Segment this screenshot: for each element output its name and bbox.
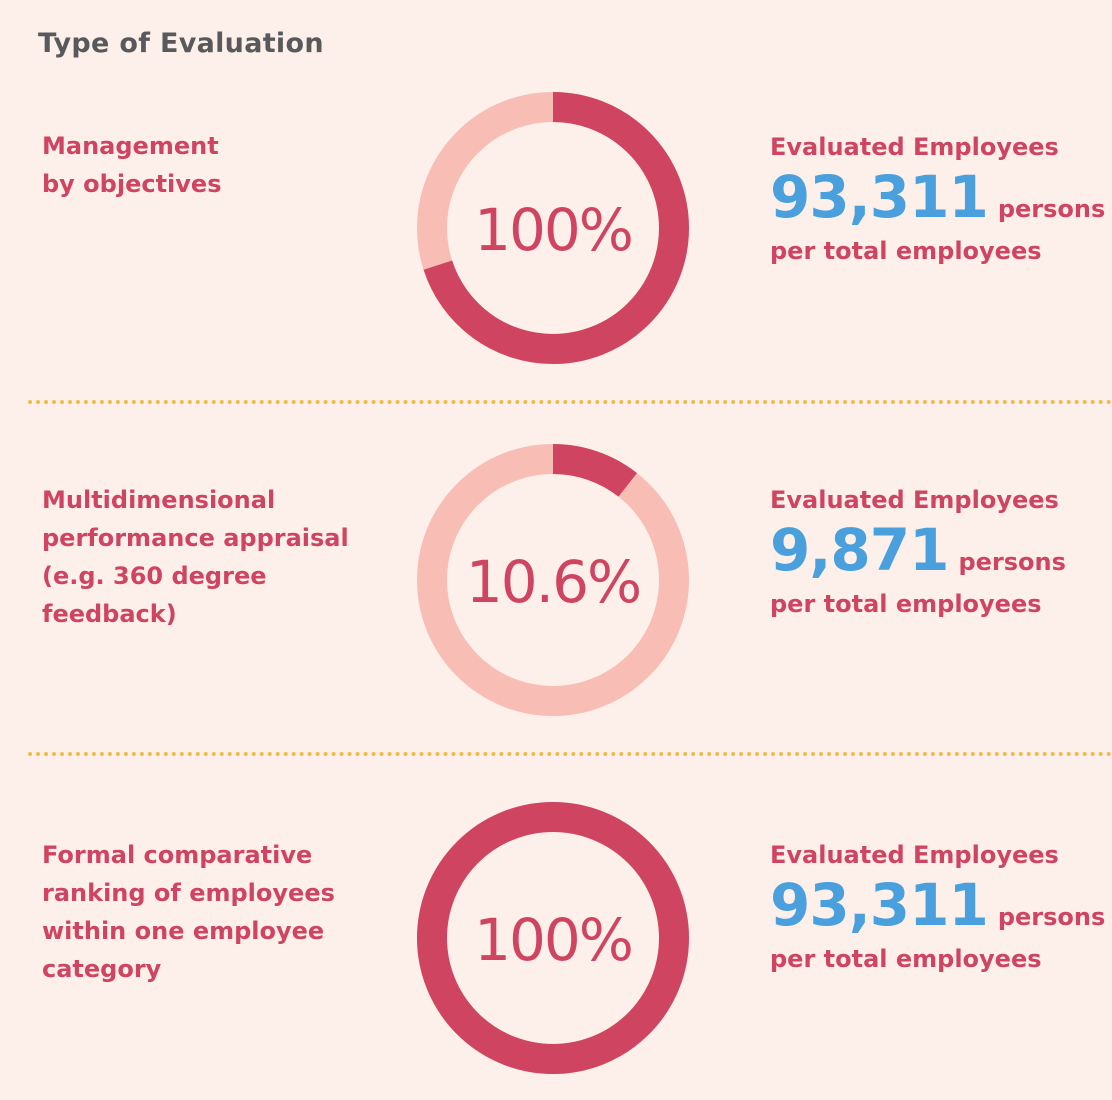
evaluated-title: Evaluated Employees bbox=[770, 133, 1059, 161]
evaluated-title: Evaluated Employees bbox=[770, 486, 1059, 514]
donut-svg: 10.6% bbox=[417, 444, 689, 716]
evaluation-section-mbo: Management by objectives 100% Evaluated … bbox=[0, 55, 1112, 395]
employee-count: 9,871 bbox=[770, 516, 949, 584]
category-label: Multidimensional performance appraisal (… bbox=[42, 486, 349, 628]
count-row: 93,311 persons bbox=[770, 163, 1105, 231]
count-row: 9,871 persons bbox=[770, 517, 1100, 583]
evaluated-info: Evaluated Employees 93,311 persons per t… bbox=[770, 132, 1105, 266]
percent-label: 100% bbox=[474, 196, 632, 264]
per-total-label: per total employees bbox=[770, 590, 1042, 618]
donut-arc bbox=[417, 444, 689, 716]
percent-label: 10.6% bbox=[466, 548, 640, 616]
donut-arc bbox=[417, 92, 689, 364]
donut-arc bbox=[417, 802, 689, 1074]
percent-label: 100% bbox=[474, 906, 632, 974]
per-total-label: per total employees bbox=[770, 237, 1042, 265]
employee-count: 93,311 bbox=[770, 163, 989, 231]
per-total-label: per total employees bbox=[770, 945, 1042, 973]
count-unit: persons bbox=[958, 548, 1066, 576]
count-unit: persons bbox=[997, 195, 1106, 223]
donut-svg: 100% bbox=[417, 802, 689, 1074]
category-label: Formal comparative ranking of employees … bbox=[42, 841, 335, 983]
category-label: Management by objectives bbox=[42, 132, 222, 198]
evaluated-info: Evaluated Employees 9,871 persons per to… bbox=[770, 485, 1100, 619]
dotted-divider bbox=[28, 752, 1112, 756]
donut-chart: 100% bbox=[413, 88, 693, 368]
count-row: 93,311 persons bbox=[770, 871, 1105, 939]
evaluated-title: Evaluated Employees bbox=[770, 841, 1059, 869]
dotted-divider bbox=[28, 400, 1112, 404]
evaluation-section-360: Multidimensional performance appraisal (… bbox=[0, 405, 1112, 745]
donut-chart: 100% bbox=[413, 798, 693, 1078]
count-unit: persons bbox=[997, 903, 1106, 931]
evaluation-section-ranking: Formal comparative ranking of employees … bbox=[0, 760, 1112, 1100]
employee-count: 93,311 bbox=[770, 871, 989, 939]
donut-svg: 100% bbox=[417, 92, 689, 364]
donut-chart: 10.6% bbox=[413, 440, 693, 720]
page-title: Type of Evaluation bbox=[38, 28, 324, 59]
evaluated-info: Evaluated Employees 93,311 persons per t… bbox=[770, 840, 1105, 974]
